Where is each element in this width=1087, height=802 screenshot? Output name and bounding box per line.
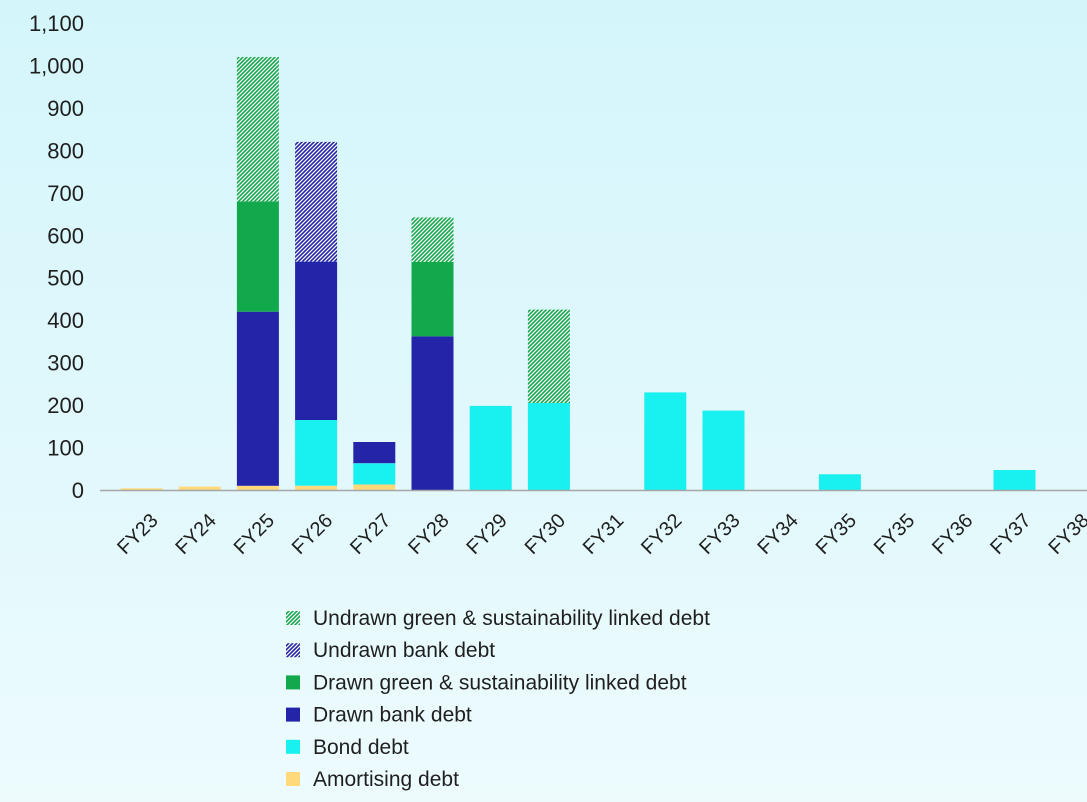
y-tick-label: 600 [47, 223, 84, 248]
bar-amortising-debt-fy27 [353, 484, 396, 490]
y-tick-label: 800 [47, 138, 84, 163]
bar-amortising-debt-fy25 [236, 485, 279, 490]
x-tick-label: FY37 [986, 510, 1035, 559]
legend-swatch-bond-debt [286, 739, 300, 754]
bar-undrawn-green-and-sustainability-linked-debt-fy25 [236, 57, 279, 202]
bar-undrawn-green-and-sustainability-linked-debt-fy30 [527, 309, 570, 403]
bar-drawn-bank-debt-fy25 [236, 311, 279, 486]
y-tick-label: 500 [47, 266, 84, 291]
bar-amortising-debt-fy26 [295, 485, 338, 490]
bar-drawn-bank-debt-fy26 [295, 261, 338, 420]
legend-swatch-amortising-debt [286, 772, 300, 786]
legend-swatch-undrawn-bank-debt [286, 643, 300, 658]
y-tick-label: 400 [47, 308, 84, 333]
x-tick-label: FY24 [171, 510, 220, 559]
bar-amortising-debt-fy23 [120, 488, 163, 490]
legend: Undrawn green & sustainability linked de… [286, 607, 710, 791]
legend-label-amortising-debt: Amortising debt [313, 768, 459, 791]
x-tick-label: FY28 [404, 510, 453, 559]
y-axis: 0 100 200 300 400 500 600 700 800 900 1,000 1,100 [29, 11, 84, 503]
legend-label-undrawn-bank-debt: Undrawn bank debt [313, 639, 495, 662]
legend-label-bond-debt: Bond debt [313, 736, 409, 759]
y-tick-label: 1,000 [29, 53, 84, 78]
bar-amortising-debt-fy24 [178, 486, 221, 490]
bar-bond-debt-fy29 [469, 405, 512, 490]
x-tick-label: FY34 [753, 510, 802, 559]
x-tick-label: FY38 [1044, 510, 1087, 559]
bar-bond-debt-fy27 [353, 463, 396, 485]
bar-drawn-bank-debt-fy28 [411, 336, 454, 490]
x-tick-label: FY23 [113, 510, 162, 559]
legend-swatch-undrawn-green-and-sustainability-linked-debt [286, 611, 300, 625]
bar-bond-debt-fy32 [644, 392, 687, 490]
legend-label-drawn-bank-debt: Drawn bank debt [313, 704, 472, 727]
y-tick-label: 900 [47, 96, 84, 121]
legend-label-drawn-green-and-sustainability-linked-debt: Drawn green & sustainability linked debt [313, 671, 687, 694]
y-tick-label: 300 [47, 351, 84, 376]
x-tick-label: FY26 [288, 510, 337, 559]
bar-bond-debt-fy30 [527, 403, 570, 490]
x-tick-label: FY35 [870, 510, 919, 559]
bar-drawn-green-and-sustainability-linked-debt-fy28 [411, 262, 454, 337]
x-tick-label: FY36 [928, 510, 977, 559]
x-axis: FY23 FY24 FY25 FY26 FY27 FY28 FY29 FY30 FY31 FY32… [113, 510, 1087, 559]
legend-label-undrawn-green-and-sustainability-linked-debt: Undrawn green & sustainability linked de… [313, 607, 710, 630]
bar-drawn-green-and-sustainability-linked-debt-fy25 [236, 201, 279, 312]
bar-bond-debt-fy37 [993, 470, 1036, 490]
y-tick-label: 0 [72, 478, 84, 503]
x-tick-label: FY32 [637, 510, 686, 559]
bar-undrawn-bank-debt-fy26 [295, 141, 338, 262]
x-tick-label: FY29 [462, 510, 511, 559]
x-tick-label: FY25 [230, 510, 279, 559]
legend-swatch-drawn-green-and-sustainability-linked-debt [286, 675, 300, 690]
x-tick-label: FY30 [521, 510, 570, 559]
y-tick-label: 100 [47, 436, 84, 461]
x-tick-label: FY31 [579, 510, 628, 559]
x-tick-label: FY27 [346, 510, 395, 559]
bars [120, 57, 1036, 490]
bar-bond-debt-fy26 [295, 419, 338, 486]
bar-bond-debt-fy35 [818, 474, 861, 490]
y-tick-label: 1,100 [29, 11, 84, 36]
y-tick-label: 200 [47, 393, 84, 418]
x-tick-label: FY33 [695, 510, 744, 559]
bar-undrawn-green-and-sustainability-linked-debt-fy28 [411, 217, 454, 262]
legend-swatch-drawn-bank-debt [286, 707, 300, 722]
x-tick-label: FY35 [812, 510, 861, 559]
bar-drawn-bank-debt-fy27 [353, 442, 396, 464]
bar-bond-debt-fy33 [702, 410, 745, 490]
y-tick-label: 700 [47, 181, 84, 206]
